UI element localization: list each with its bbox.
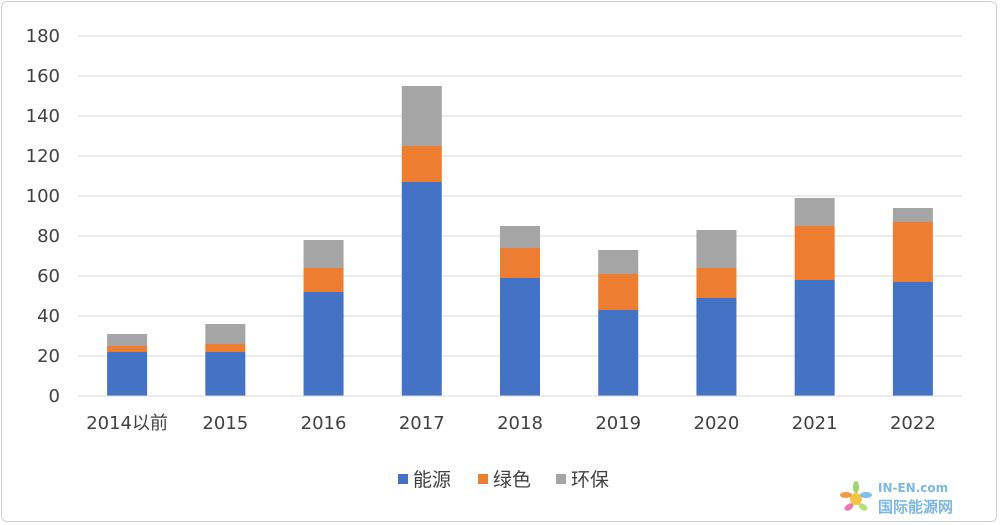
y-tick-label: 0 bbox=[49, 386, 60, 407]
x-tick-label: 2017 bbox=[399, 413, 445, 434]
y-tick-label: 20 bbox=[37, 346, 60, 367]
y-tick-label: 180 bbox=[26, 26, 60, 47]
bar-绿色-2016 bbox=[303, 268, 344, 292]
bar-能源-2021 bbox=[794, 280, 835, 396]
watermark: IN-EN.com 国际能源网 bbox=[840, 481, 953, 516]
x-tick-label: 2021 bbox=[792, 413, 838, 434]
bar-环保-2016 bbox=[303, 240, 344, 268]
x-tick-label: 2014以前 bbox=[86, 413, 168, 434]
legend: 能源 绿色 环保 bbox=[398, 469, 609, 491]
y-tick-label: 100 bbox=[26, 186, 60, 207]
x-axis-ticks: 2014以前 2015 2016 2017 2018 2019 2020 2021 2022 bbox=[86, 413, 936, 434]
bar-绿色-2017 bbox=[401, 146, 442, 182]
legend-label: 绿色 bbox=[493, 469, 531, 491]
x-tick-label: 2018 bbox=[497, 413, 543, 434]
bar-绿色-2015 bbox=[205, 344, 246, 352]
x-tick-label: 2019 bbox=[595, 413, 641, 434]
legend-swatch-绿色 bbox=[478, 474, 488, 484]
watermark-top-text: IN-EN.com bbox=[878, 481, 948, 495]
bar-绿色-2018 bbox=[500, 248, 540, 278]
bar-绿色-2022 bbox=[892, 222, 933, 282]
y-tick-label: 120 bbox=[26, 146, 60, 167]
bar-绿色-2021 bbox=[794, 226, 835, 280]
bar-能源-2015 bbox=[205, 352, 246, 396]
bar-能源-2020 bbox=[696, 298, 737, 396]
bar-环保-2020 bbox=[696, 230, 737, 268]
bar-能源-2019 bbox=[598, 310, 639, 396]
y-tick-label: 40 bbox=[37, 306, 60, 327]
sun-flower-logo-icon bbox=[840, 481, 872, 511]
y-tick-label: 160 bbox=[26, 66, 60, 87]
x-tick-label: 2015 bbox=[202, 413, 248, 434]
y-axis-ticks: 0 20 40 60 80 100 120 140 160 180 bbox=[26, 26, 60, 407]
legend-label: 环保 bbox=[571, 469, 609, 491]
bar-绿色-2014以前 bbox=[107, 346, 148, 352]
bar-能源-2022 bbox=[892, 282, 933, 396]
legend-swatch-能源 bbox=[398, 474, 408, 484]
bar-环保-2015 bbox=[205, 324, 246, 344]
bar-环保-2014以前 bbox=[107, 334, 148, 346]
y-tick-label: 60 bbox=[37, 266, 60, 287]
bar-绿色-2020 bbox=[696, 268, 737, 298]
bar-环保-2021 bbox=[794, 198, 835, 226]
x-tick-label: 2020 bbox=[694, 413, 740, 434]
bar-绿色-2019 bbox=[598, 274, 639, 310]
x-tick-label: 2016 bbox=[301, 413, 347, 434]
bar-环保-2022 bbox=[892, 208, 933, 222]
bar-能源-2014以前 bbox=[107, 352, 148, 396]
bar-能源-2018 bbox=[500, 278, 540, 396]
bar-环保-2019 bbox=[598, 250, 639, 274]
x-tick-label: 2022 bbox=[890, 413, 936, 434]
bar-能源-2016 bbox=[303, 292, 344, 396]
legend-swatch-环保 bbox=[556, 474, 566, 484]
y-tick-label: 80 bbox=[37, 226, 60, 247]
bars bbox=[107, 86, 933, 396]
legend-label: 能源 bbox=[413, 469, 451, 491]
bar-能源-2017 bbox=[401, 182, 442, 396]
watermark-bottom-text: 国际能源网 bbox=[878, 498, 953, 516]
bar-环保-2018 bbox=[500, 226, 540, 248]
y-tick-label: 140 bbox=[26, 106, 60, 127]
bar-环保-2017 bbox=[401, 86, 442, 146]
